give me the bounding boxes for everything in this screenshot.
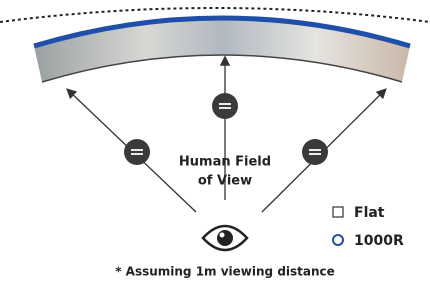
legend-curved-marker <box>333 235 343 245</box>
center-label: of View <box>198 174 252 189</box>
center-label: Human Field <box>179 155 271 170</box>
eye-icon <box>203 226 247 250</box>
footnote: * Assuming 1m viewing distance <box>115 265 335 279</box>
legend-flat-marker <box>333 207 343 217</box>
legend-label: 1000R <box>354 233 404 249</box>
screen-image <box>34 18 410 82</box>
sight-arrows <box>68 58 385 212</box>
diagram: Human Field of View Flat 1000R * Assumin… <box>0 0 430 283</box>
legend-label: Flat <box>354 205 385 221</box>
